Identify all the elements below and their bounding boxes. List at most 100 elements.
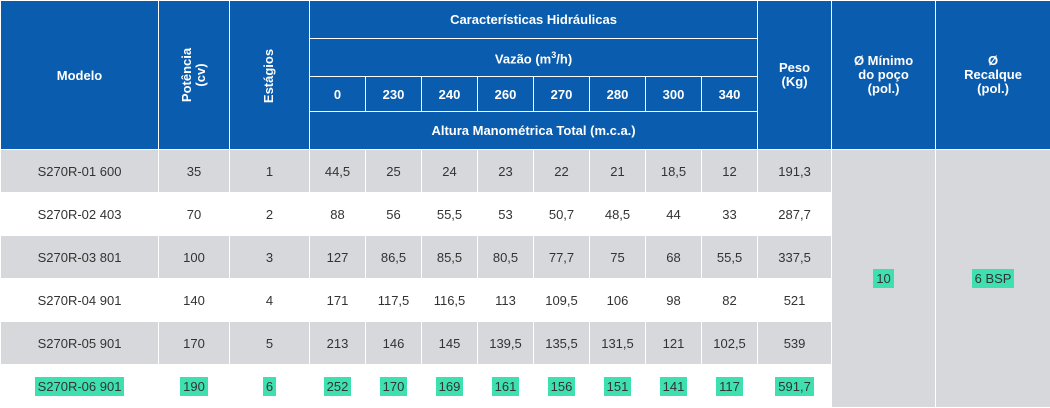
cell-estagios: 3 <box>229 235 310 279</box>
cell-head: 117,5 <box>365 278 422 322</box>
cell-head: 98 <box>645 278 702 322</box>
cell-head: 127 <box>309 235 366 279</box>
cell-head: 131,5 <box>589 321 646 365</box>
cell-head: 25 <box>365 149 422 193</box>
cell-head: 24 <box>421 149 478 193</box>
cell-modelo: S270R-03 801 <box>0 235 159 279</box>
cell-potencia: 170 <box>158 321 230 365</box>
highlight-minimo-poco: 10 <box>873 269 894 288</box>
cell-modelo: S270R-04 901 <box>0 278 159 322</box>
cell-head: 23 <box>477 149 534 193</box>
cell-potencia: 190 <box>158 364 230 408</box>
cell-estagios: 6 <box>229 364 310 408</box>
header-flow: 300 <box>645 76 702 112</box>
header-recalque: Ø Recalque (pol.) <box>935 0 1050 150</box>
cell-head: 55,5 <box>700 235 759 279</box>
header-vazao: Vazão (m3/h) <box>308 38 759 77</box>
cell-head: 161 <box>477 364 534 408</box>
cell-estagios: 2 <box>229 192 310 236</box>
cell-head: 77,7 <box>533 235 590 279</box>
header-flow: 280 <box>589 76 646 112</box>
cell-head: 135,5 <box>533 321 590 365</box>
cell-head: 44,5 <box>309 149 366 193</box>
cell-head: 48,5 <box>589 192 646 236</box>
header-flow: 260 <box>477 76 534 112</box>
table-row: S270R-03 801 100 3 127 86,5 85,5 80,5 77… <box>0 235 1050 279</box>
header-flow: 240 <box>421 76 478 112</box>
cell-peso: 191,3 <box>757 149 833 193</box>
cell-head: 213 <box>309 321 366 365</box>
cell-head: 18,5 <box>645 149 702 193</box>
cell-head: 171 <box>309 278 366 322</box>
cell-head: 145 <box>421 321 478 365</box>
cell-peso: 539 <box>757 321 833 365</box>
cell-head: 85,5 <box>421 235 478 279</box>
cell-head: 68 <box>645 235 702 279</box>
cell-potencia: 70 <box>158 192 230 236</box>
table-body: S270R-01 600 35 1 44,5 25 24 23 22 21 18… <box>0 149 1050 408</box>
cell-head: 139,5 <box>477 321 534 365</box>
header-flow: 0 <box>309 76 366 112</box>
cell-potencia: 35 <box>158 149 230 193</box>
cell-head: 102,5 <box>700 321 759 365</box>
cell-head: 50,7 <box>533 192 590 236</box>
cell-peso: 591,7 <box>757 364 833 408</box>
cell-head: 88 <box>309 192 366 236</box>
cell-potencia: 140 <box>158 278 230 322</box>
cell-modelo: S270R-02 403 <box>0 192 159 236</box>
cell-head: 33 <box>700 192 759 236</box>
cell-potencia: 100 <box>158 235 230 279</box>
cell-head: 146 <box>365 321 422 365</box>
cell-peso: 337,5 <box>757 235 833 279</box>
cell-head: 56 <box>365 192 422 236</box>
cell-head: 117 <box>700 364 759 408</box>
header-peso: Peso (Kg) <box>757 0 833 150</box>
header-flow: 270 <box>533 76 590 112</box>
cell-head: 121 <box>645 321 702 365</box>
header-flow: 230 <box>365 76 422 112</box>
cell-peso: 521 <box>757 278 833 322</box>
table-header: Modelo Potência (cv) Estágios Característ… <box>0 0 1050 150</box>
header-altura: Altura Manométrica Total (m.c.a.) <box>308 111 759 150</box>
cell-head: 55,5 <box>421 192 478 236</box>
cell-head: 141 <box>645 364 702 408</box>
cell-head: 21 <box>589 149 646 193</box>
cell-head: 252 <box>309 364 366 408</box>
table-row-highlighted: S270R-06 901 190 6 252 170 169 161 156 1… <box>0 364 1050 408</box>
header-caracteristicas: Características Hidráulicas <box>308 0 759 39</box>
cell-head: 44 <box>645 192 702 236</box>
cell-head: 113 <box>477 278 534 322</box>
cell-head: 12 <box>700 149 759 193</box>
cell-head: 106 <box>589 278 646 322</box>
cell-estagios: 5 <box>229 321 310 365</box>
cell-minimo-poco: 10 <box>831 149 937 408</box>
header-minimo-poco: Ø Mínimo do poço (pol.) <box>831 0 937 150</box>
header-flow: 340 <box>700 76 759 112</box>
cell-modelo: S270R-06 901 <box>0 364 159 408</box>
header-estagios: Estágios <box>229 0 310 150</box>
header-modelo: Modelo <box>0 0 159 150</box>
cell-estagios: 4 <box>229 278 310 322</box>
cell-head: 156 <box>533 364 590 408</box>
cell-head: 22 <box>533 149 590 193</box>
cell-head: 116,5 <box>421 278 478 322</box>
cell-head: 75 <box>589 235 646 279</box>
cell-head: 80,5 <box>477 235 534 279</box>
table-row: S270R-05 901 170 5 213 146 145 139,5 135… <box>0 321 1050 365</box>
highlight-recalque: 6 BSP <box>971 269 1015 288</box>
cell-modelo: S270R-01 600 <box>0 149 159 193</box>
cell-recalque: 6 BSP <box>935 149 1050 408</box>
cell-head: 170 <box>365 364 422 408</box>
header-potencia: Potência (cv) <box>158 0 230 150</box>
table-row: S270R-01 600 35 1 44,5 25 24 23 22 21 18… <box>0 149 1050 408</box>
table-row: S270R-04 901 140 4 171 117,5 116,5 113 1… <box>0 278 1050 322</box>
cell-estagios: 1 <box>229 149 310 193</box>
cell-head: 151 <box>589 364 646 408</box>
cell-head: 53 <box>477 192 534 236</box>
cell-head: 169 <box>421 364 478 408</box>
cell-head: 109,5 <box>533 278 590 322</box>
table-row: S270R-02 403 70 2 88 56 55,5 53 50,7 48,… <box>0 192 1050 236</box>
cell-head: 86,5 <box>365 235 422 279</box>
cell-peso: 287,7 <box>757 192 833 236</box>
